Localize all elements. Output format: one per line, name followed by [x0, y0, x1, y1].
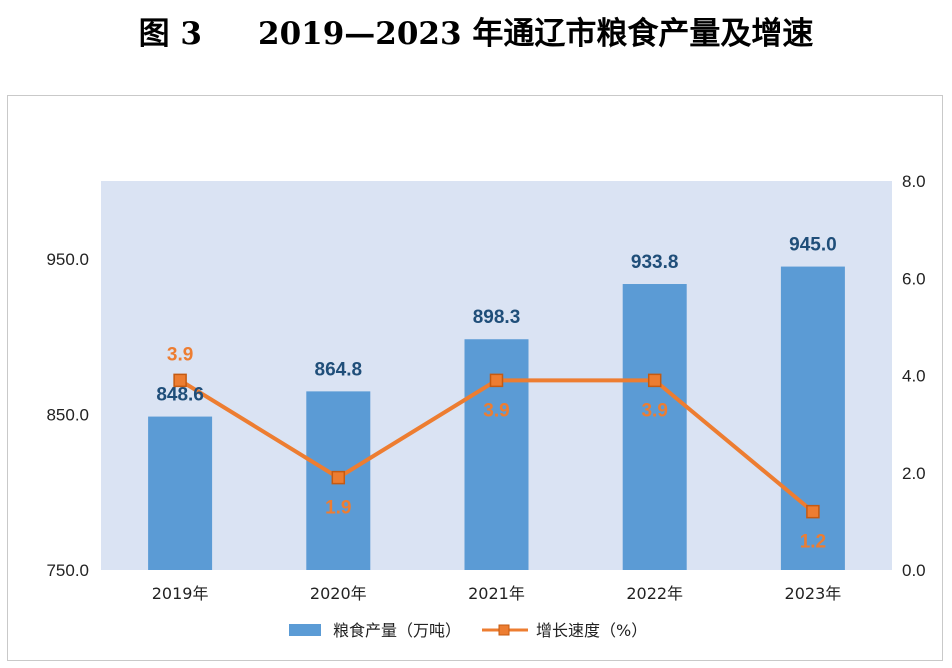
- chart-frame: [7, 95, 943, 661]
- bar-label-1: 864.8: [315, 359, 363, 380]
- growth-label-0: 3.9: [167, 344, 193, 365]
- y-right-tick-0: 0.0: [902, 561, 926, 580]
- legend-bar-swatch: [289, 624, 321, 636]
- bar-label-3: 933.8: [631, 252, 679, 273]
- figure-number: 图 3: [138, 16, 202, 52]
- y-left-tick-0: 750.0: [46, 561, 89, 580]
- x-tick-1: 2020年: [310, 584, 367, 603]
- legend-bar-label: 粮食产量（万吨）: [333, 621, 461, 640]
- bar-4: [780, 266, 845, 570]
- x-tick-4: 2023年: [785, 584, 842, 603]
- y-right-tick-3: 6.0: [902, 269, 926, 288]
- bar-label-0: 848.6: [156, 385, 204, 406]
- y-right-tick-1: 2.0: [902, 464, 926, 483]
- y-right-tick-2: 4.0: [902, 367, 926, 386]
- y-left-tick-1: 850.0: [46, 405, 89, 424]
- y-left-tick-2: 950.0: [46, 250, 89, 269]
- title-text: 2019—2023 年通辽市粮食产量及增速: [258, 16, 814, 52]
- bar-0: [148, 416, 213, 570]
- growth-marker-3: [647, 373, 662, 388]
- growth-label-4: 1.2: [800, 532, 826, 553]
- bar-label-4: 945.0: [789, 235, 837, 256]
- y-right-tick-4: 8.0: [902, 172, 926, 191]
- legend-line-marker: [498, 624, 510, 636]
- x-tick-2: 2021年: [468, 584, 525, 603]
- x-tick-3: 2022年: [626, 584, 683, 603]
- growth-marker-0: [173, 373, 187, 388]
- bar-3: [622, 284, 687, 570]
- x-tick-0: 2019年: [152, 584, 209, 603]
- growth-marker-4: [806, 504, 820, 519]
- growth-marker-2: [489, 373, 504, 388]
- growth-label-3: 3.9: [641, 400, 667, 421]
- bar-label-2: 898.3: [473, 307, 521, 328]
- legend-line-label: 增长速度（%）: [536, 621, 647, 640]
- chart-title: 图 3 2019—2023 年通辽市粮食产量及增速: [0, 8, 952, 53]
- growth-label-2: 3.9: [483, 400, 509, 421]
- growth-label-1: 1.9: [325, 498, 351, 519]
- growth-marker-1: [331, 470, 346, 485]
